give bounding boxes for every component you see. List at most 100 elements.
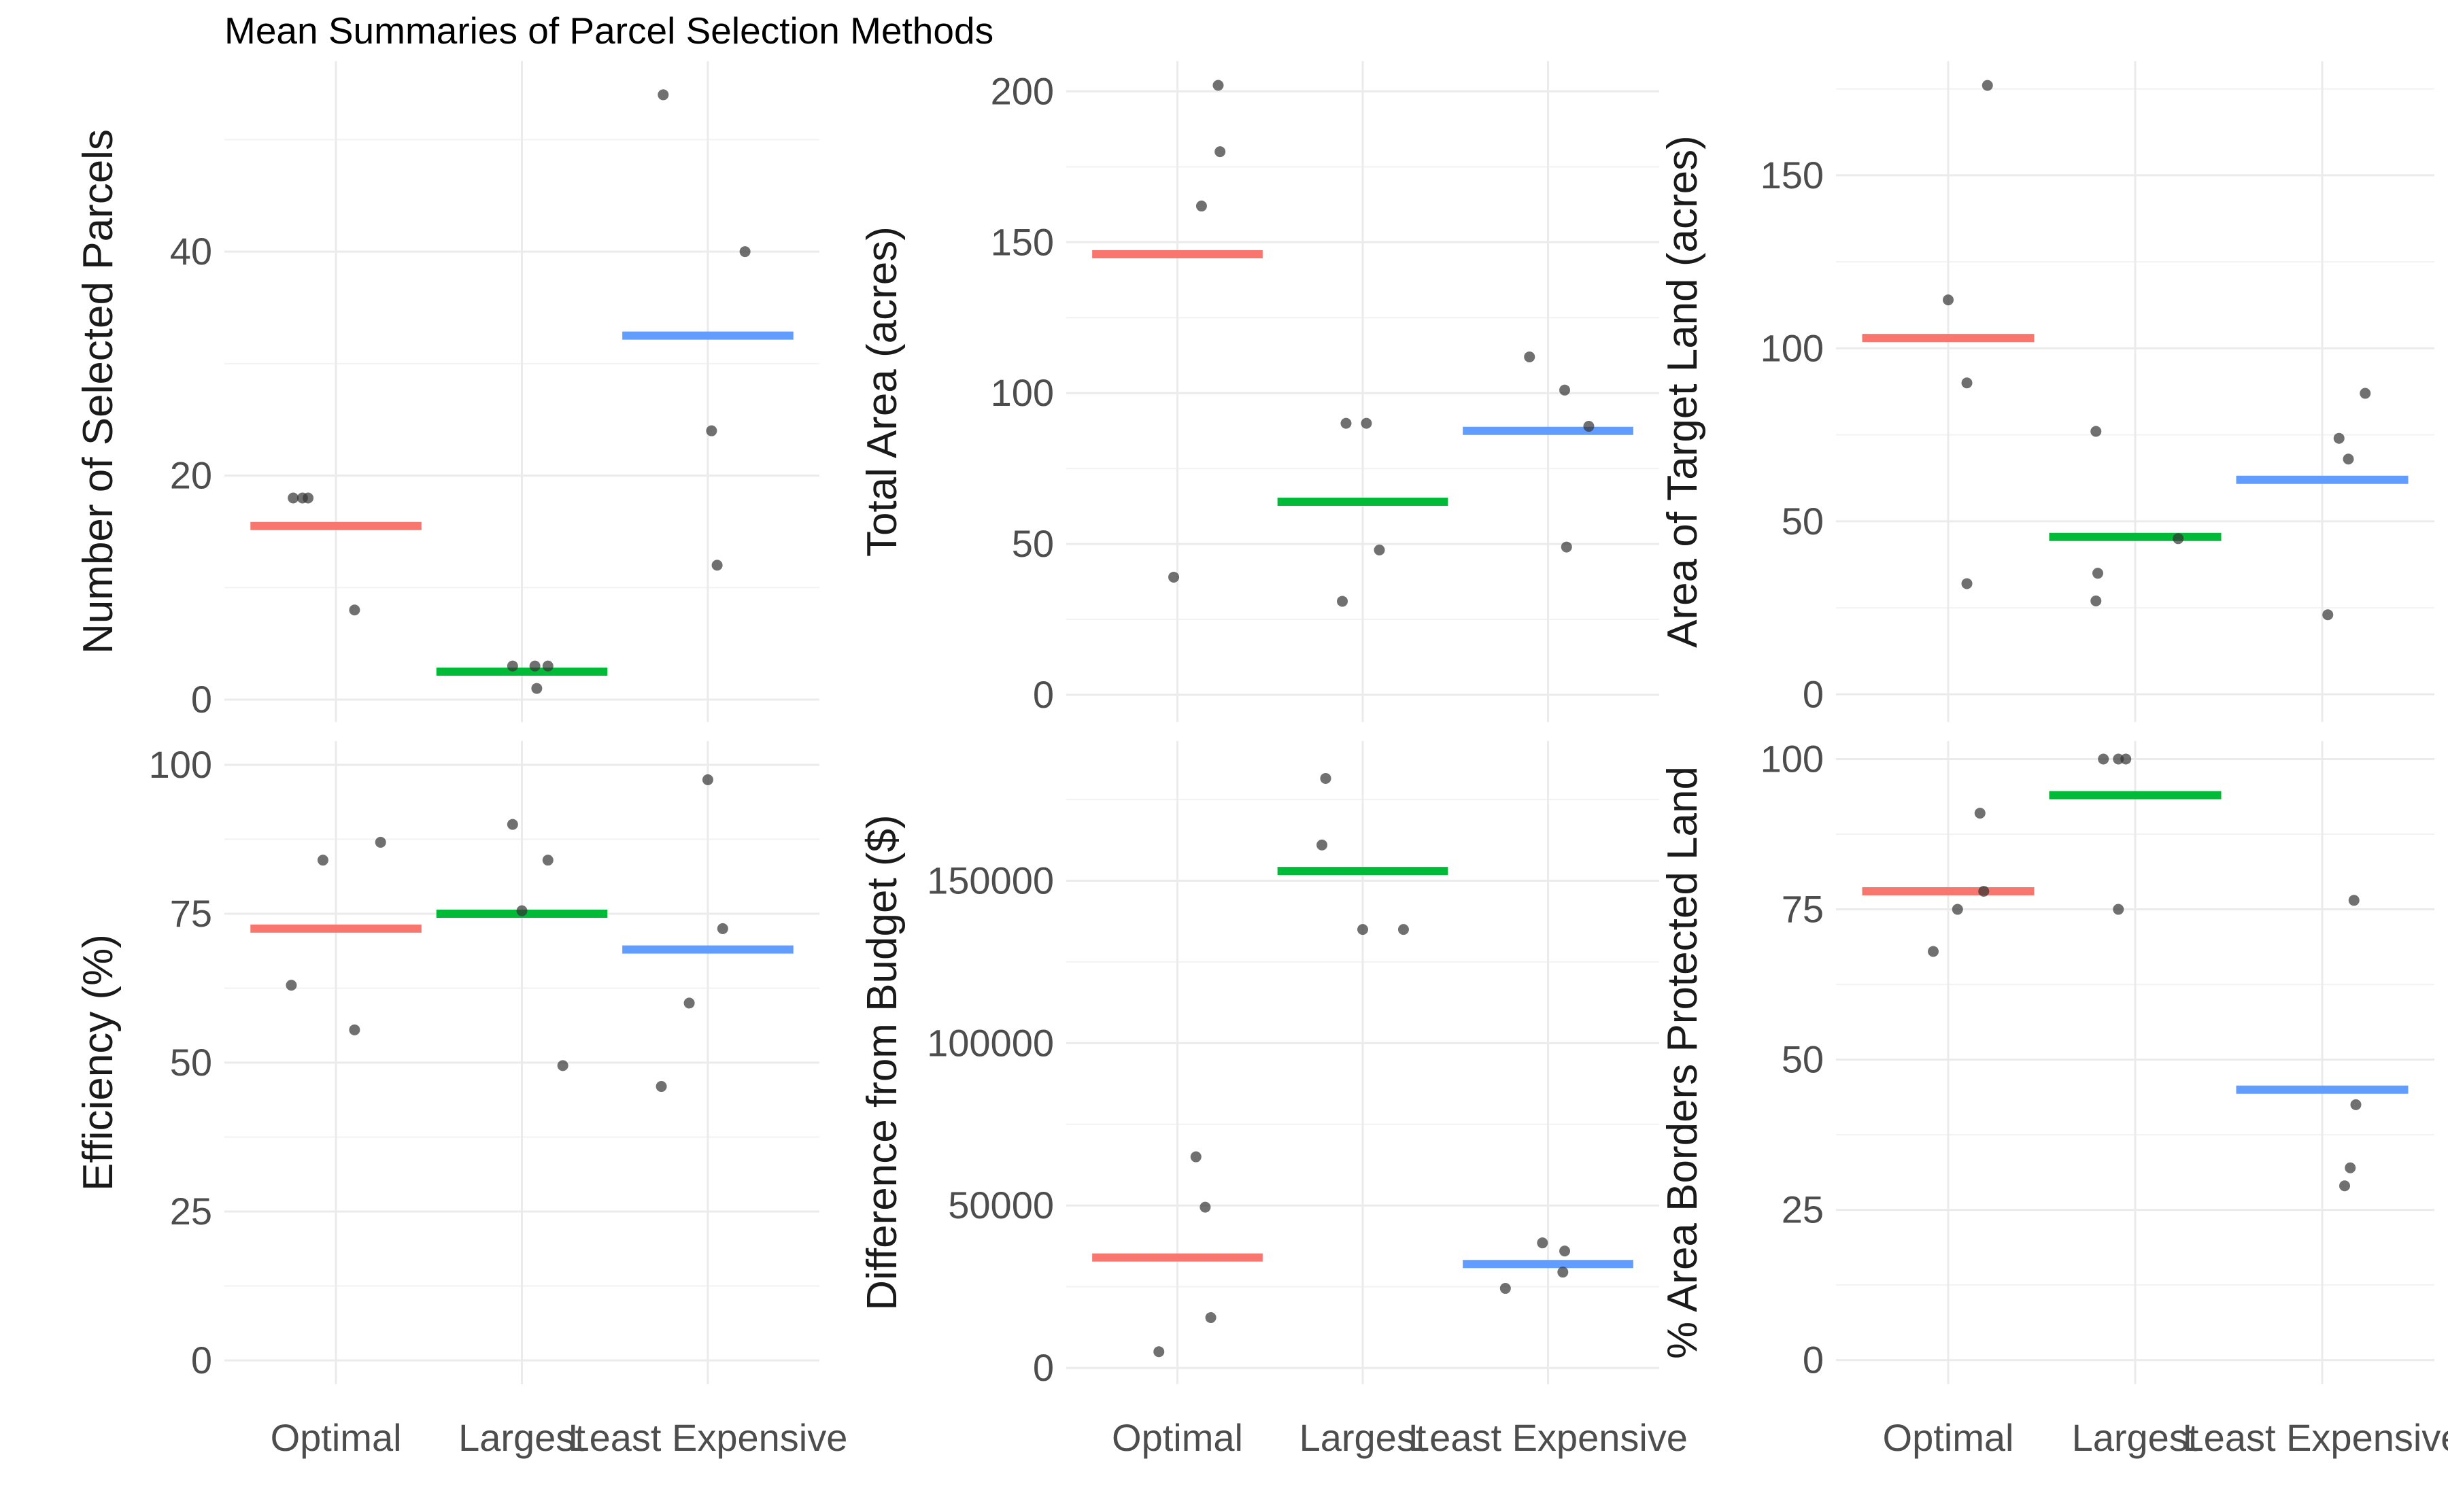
panel-6: 0 25 50 75 100 % Area Borders Protected Land O… <box>1659 738 2448 1459</box>
data-point-least-expensive <box>1524 351 1535 362</box>
data-point-optimal <box>1974 808 1986 819</box>
data-point-least-expensive <box>739 246 751 258</box>
y-tick-label: 200 <box>991 69 1054 112</box>
data-point-optimal <box>1212 80 1224 91</box>
data-point-least-expensive <box>702 774 713 785</box>
x-tick-label-optimal: Optimal <box>271 1416 402 1459</box>
data-point-largest <box>542 855 554 866</box>
panel-2: 0 50 100 150 200 Total Area (acres) <box>859 61 1659 722</box>
data-point-least-expensive <box>2360 388 2371 399</box>
x-tick-label-largest: Largest <box>458 1416 585 1459</box>
data-point-optimal <box>1961 578 1973 589</box>
y-axis-title: Number of Selected Parcels <box>75 129 122 654</box>
data-point-optimal <box>1943 294 1954 306</box>
data-point-least-expensive <box>706 425 717 436</box>
data-point-largest <box>531 683 543 694</box>
data-point-optimal <box>1195 201 1207 212</box>
data-point-least-expensive <box>2343 453 2354 465</box>
data-point-largest <box>2090 595 2102 606</box>
data-point-optimal <box>286 980 297 991</box>
y-tick-label: 0 <box>191 1339 212 1381</box>
data-point-least-expensive <box>1559 384 1571 396</box>
data-point-least-expensive <box>2345 1162 2356 1173</box>
y-tick-label: 25 <box>170 1190 212 1233</box>
data-point-least-expensive <box>1537 1237 1548 1249</box>
y-tick-label: 150000 <box>927 859 1054 901</box>
x-tick-label-least-expensive: Least Expensive <box>2183 1416 2448 1459</box>
data-point-optimal <box>1205 1312 1217 1324</box>
y-tick-label: 50 <box>1782 500 1824 543</box>
data-point-largest <box>1374 545 1385 556</box>
data-point-optimal <box>1928 946 1939 957</box>
data-point-least-expensive <box>1561 541 1572 553</box>
y-tick-label: 75 <box>1782 888 1824 931</box>
y-tick-label: 0 <box>1033 1346 1054 1389</box>
data-point-largest <box>542 660 554 672</box>
data-point-least-expensive <box>1499 1283 1511 1294</box>
panel-1: 0 20 40 Number of Selected Parcels <box>75 61 819 722</box>
panel-3: 0 50 100 150 Area of Target Land (acres) <box>1659 61 2434 722</box>
data-point-least-expensive <box>2322 609 2334 621</box>
y-tick-label: 25 <box>1782 1188 1824 1231</box>
y-tick-label: 0 <box>1803 672 1824 715</box>
data-point-largest <box>1397 924 1409 935</box>
x-tick-label-largest: Largest <box>2072 1416 2199 1459</box>
data-point-largest <box>507 660 518 672</box>
data-point-largest <box>529 660 541 672</box>
chart-title: Mean Summaries of Parcel Selection Metho… <box>224 10 993 52</box>
data-point-optimal <box>1982 80 1993 91</box>
y-tick-label: 50000 <box>948 1184 1054 1226</box>
data-point-least-expensive <box>1557 1267 1569 1278</box>
data-point-optimal <box>1153 1346 1165 1358</box>
data-point-least-expensive <box>2339 1180 2350 1192</box>
panel-5: 0 50000 100000 150000 Difference from Budget… <box>859 741 1688 1459</box>
data-point-largest <box>2092 568 2103 579</box>
data-point-largest <box>1361 417 1372 429</box>
y-tick-label: 40 <box>170 230 212 273</box>
data-point-largest <box>1316 839 1328 850</box>
x-tick-label-least-expensive: Least Expensive <box>568 1416 847 1459</box>
y-tick-label: 100 <box>991 371 1054 414</box>
data-point-optimal <box>1978 886 1990 897</box>
y-tick-label: 0 <box>1033 673 1054 716</box>
data-point-largest <box>1357 924 1368 935</box>
data-point-least-expensive <box>2350 1099 2362 1110</box>
data-point-largest <box>507 819 518 830</box>
y-tick-label: 0 <box>191 678 212 721</box>
y-tick-label: 0 <box>1803 1339 1824 1381</box>
data-point-largest <box>1337 596 1348 607</box>
data-point-least-expensive <box>683 997 695 1009</box>
data-point-least-expensive <box>2333 432 2345 444</box>
data-point-largest <box>2120 753 2132 765</box>
data-point-least-expensive <box>656 1081 667 1093</box>
y-tick-label: 100 <box>149 743 212 786</box>
data-point-least-expensive <box>711 560 723 571</box>
x-tick-label-least-expensive: Least Expensive <box>1408 1416 1688 1459</box>
data-point-largest <box>516 905 528 916</box>
data-point-least-expensive <box>1583 421 1595 432</box>
data-point-largest <box>557 1060 568 1071</box>
y-axis-title: Total Area (acres) <box>859 226 906 557</box>
y-tick-label: 150 <box>1761 154 1824 196</box>
x-tick-label-optimal: Optimal <box>1112 1416 1243 1459</box>
data-point-optimal <box>288 492 299 504</box>
data-point-largest <box>2173 533 2184 545</box>
panel-4: 0 25 50 75 100 Efficiency (%) Optimal LargestLe… <box>75 741 847 1459</box>
y-tick-label: 75 <box>170 892 212 935</box>
y-axis-title: Difference from Budget ($) <box>859 814 906 1310</box>
data-point-largest <box>1340 417 1352 429</box>
y-tick-label: 50 <box>1012 522 1054 565</box>
data-point-optimal <box>1961 377 1973 389</box>
data-point-least-expensive <box>658 89 669 101</box>
y-axis-title: Efficiency (%) <box>75 934 122 1191</box>
data-point-optimal <box>349 1024 360 1035</box>
x-tick-label-largest: Largest <box>1299 1416 1427 1459</box>
y-tick-label: 100000 <box>927 1021 1054 1064</box>
data-point-optimal <box>1952 904 1963 915</box>
data-point-least-expensive <box>2348 895 2360 906</box>
y-tick-label: 50 <box>1782 1038 1824 1081</box>
data-point-largest <box>2098 753 2109 765</box>
x-tick-label-optimal: Optimal <box>1883 1416 2014 1459</box>
data-point-optimal <box>1190 1151 1202 1163</box>
